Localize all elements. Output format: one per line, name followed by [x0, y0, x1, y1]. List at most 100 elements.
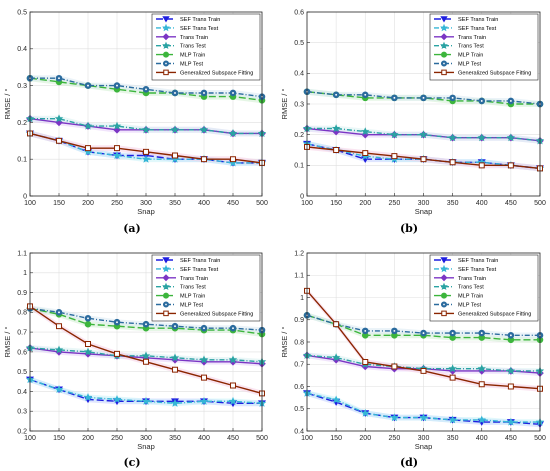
y-tick-label: 0.5	[17, 9, 27, 16]
x-tick-label: 250	[389, 435, 401, 442]
legend-marker	[162, 33, 170, 41]
data-point	[230, 382, 236, 389]
legend-marker	[440, 264, 448, 273]
data-point-center	[335, 93, 338, 96]
legend-label: Trans Test	[180, 44, 206, 50]
data-point	[141, 125, 151, 134]
data-point-center	[480, 100, 483, 102]
data-point	[83, 347, 93, 356]
y-tick-label: 0.1	[294, 163, 304, 170]
x-tick-label: 450	[505, 435, 517, 442]
x-tick-label: 100	[301, 435, 313, 442]
data-point	[56, 137, 62, 144]
y-tick-label: 0.2	[294, 132, 304, 139]
y-tick-label: 0.3	[17, 83, 27, 90]
data-point	[448, 133, 457, 142]
x-tick-label: 250	[389, 200, 401, 207]
data-point	[201, 156, 207, 163]
data-point	[506, 366, 516, 375]
series-line	[306, 143, 541, 170]
data-point	[141, 351, 151, 360]
y-tick-label: 0.2	[17, 428, 27, 435]
legend-marker	[440, 274, 448, 282]
legend-marker	[440, 292, 448, 299]
data-point	[228, 355, 238, 364]
legend-label: Trans Train	[458, 35, 486, 41]
x-tick-label: 100	[24, 435, 36, 442]
data-point	[390, 130, 399, 139]
legend-marker	[163, 310, 169, 317]
legend-marker-center	[443, 62, 445, 65]
data-point	[170, 353, 180, 362]
x-tick-label: 500	[256, 435, 268, 442]
x-axis-label: Snap	[137, 207, 155, 216]
y-tick-label: 0.9	[294, 317, 304, 324]
data-point-center	[232, 92, 234, 94]
y-tick-label: 0.6	[294, 384, 304, 391]
data-point	[420, 156, 427, 163]
data-point	[199, 125, 209, 134]
series-line	[306, 314, 540, 336]
data-point-center	[364, 329, 367, 332]
x-tick-label: 200	[82, 435, 94, 442]
data-point	[361, 408, 370, 417]
data-point	[54, 114, 64, 123]
x-tick-label: 300	[418, 435, 430, 442]
legend-label: MLP Test	[458, 303, 482, 309]
data-point	[54, 345, 64, 354]
x-tick-label: 200	[82, 200, 94, 207]
data-point	[478, 162, 485, 169]
data-point	[448, 415, 457, 424]
data-point	[143, 148, 149, 155]
legend-marker	[162, 292, 170, 299]
y-tick-label: 0.6	[294, 9, 304, 16]
data-point	[506, 133, 516, 142]
chart-panel: 100 150 200 250 300 350 400 450 500 0.4 0.5 0.6 0.7 0…	[280, 250, 546, 469]
data-point-center	[393, 329, 396, 332]
y-tick-label: 0.2	[17, 120, 27, 127]
legend-label: Trans Test	[458, 44, 484, 50]
legend-label: SEF Trans Test	[180, 26, 219, 32]
x-axis-label: Snap	[415, 442, 433, 451]
y-tick-label: 0.8	[17, 310, 27, 317]
legend-label: Trans Test	[458, 285, 484, 291]
data-point	[362, 359, 369, 366]
legend-marker	[441, 310, 447, 317]
x-tick-label: 400	[476, 435, 488, 442]
data-point	[112, 151, 122, 160]
data-point	[449, 159, 456, 166]
chart-panel: 100 150 200 250 300 350 400 450 500 0 0.1 0.2 0.3 0.4…	[3, 9, 268, 235]
data-point-center	[145, 323, 147, 326]
x-tick-label: 250	[111, 435, 123, 442]
legend-marker	[440, 23, 448, 32]
data-point	[420, 367, 427, 374]
legend-marker	[440, 33, 448, 41]
x-tick-label: 150	[330, 435, 342, 442]
legend-marker	[163, 69, 169, 76]
data-point-center	[509, 334, 512, 337]
data-point-center	[422, 332, 425, 335]
data-point	[419, 413, 428, 422]
data-point	[361, 127, 370, 136]
x-tick-label: 350	[447, 200, 459, 207]
data-point	[333, 321, 340, 328]
data-point	[172, 152, 178, 159]
data-point	[506, 417, 516, 426]
legend-label: SEF Trans Train	[458, 17, 498, 23]
y-axis-label: RMSE / °	[280, 89, 289, 120]
y-tick-label: 0.4	[17, 46, 27, 53]
panel-label: (b)	[400, 222, 418, 235]
panel-label: (a)	[123, 222, 141, 235]
series-line	[306, 91, 541, 105]
data-point	[114, 350, 120, 357]
x-tick-label: 350	[169, 435, 181, 442]
data-point	[85, 340, 91, 347]
data-point	[477, 364, 486, 373]
series-line	[29, 132, 262, 164]
legend-marker	[440, 282, 448, 291]
x-tick-label: 450	[227, 200, 239, 207]
data-point-center	[116, 84, 118, 87]
data-point	[331, 124, 341, 133]
x-tick-label: 450	[505, 200, 517, 207]
